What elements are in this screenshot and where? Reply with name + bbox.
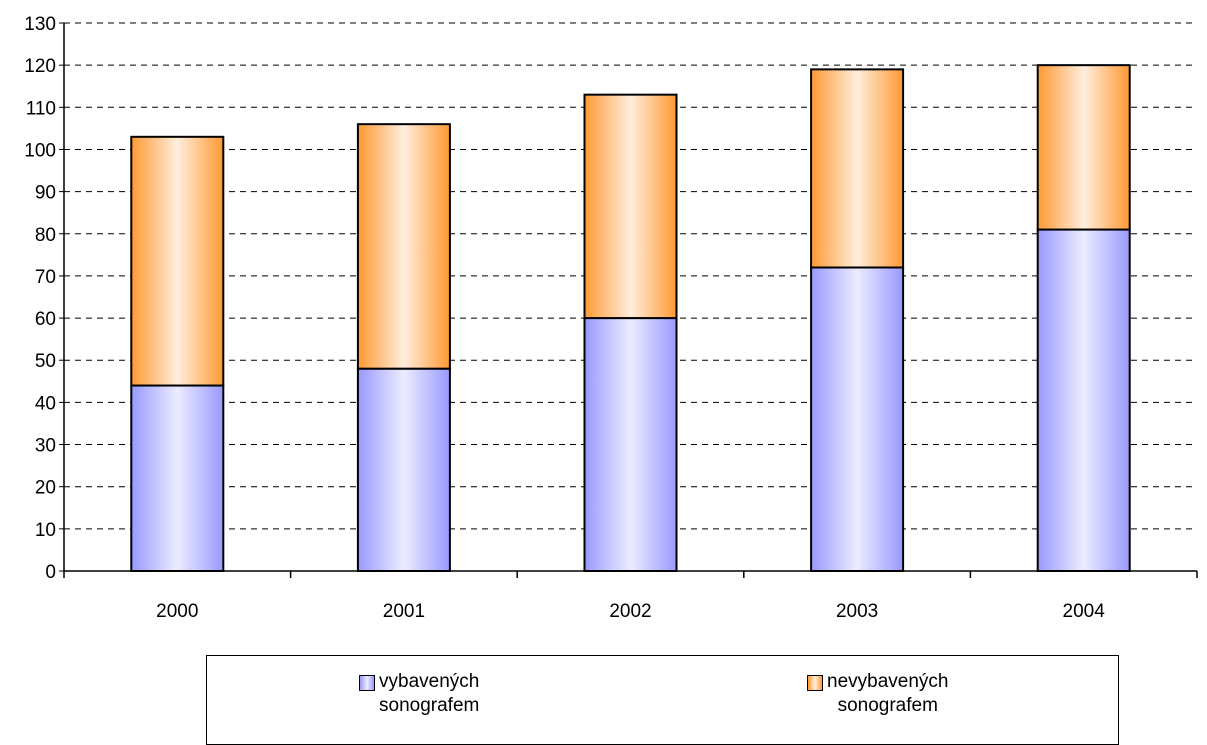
legend-label-equipped: vybavených sonografem: [379, 671, 480, 716]
x-tick-label: 2000: [156, 601, 198, 622]
y-tick-label: 70: [35, 267, 56, 288]
legend-label-unequipped: nevybavených sonografem: [827, 671, 949, 716]
x-tick-label: 2004: [1063, 601, 1106, 622]
bar-unequipped-2003: [810, 68, 905, 269]
stacked-bar-chart: 0 10 20 30 40 50 60 70 80 90 100 110 120 130 2000 2001…: [24, 14, 1198, 622]
bars: [130, 64, 1131, 573]
legend-item-equipped: vybavených sonografem: [359, 670, 479, 718]
y-tick-label: 10: [35, 520, 56, 541]
y-tick-label: 0: [45, 562, 56, 583]
bar-equipped-2002: [583, 317, 678, 573]
bar-equipped-2001: [356, 367, 451, 572]
y-tick-label: 130: [24, 14, 56, 35]
bar-equipped-2004: [1036, 228, 1131, 573]
legend-swatch-equipped: [359, 675, 375, 691]
legend: vybavených sonografem nevybavených sonog…: [206, 655, 1119, 745]
axes: [59, 22, 1198, 578]
y-tick-label: 50: [35, 351, 56, 372]
y-tick-label: 100: [24, 140, 56, 161]
x-tick-label: 2003: [836, 601, 878, 622]
bar-equipped-2000: [130, 384, 225, 572]
bar-equipped-2003: [810, 266, 905, 572]
bar-unequipped-2004: [1036, 64, 1131, 231]
bar-unequipped-2001: [356, 123, 451, 370]
y-tick-label: 90: [35, 183, 56, 204]
y-tick-label: 30: [35, 436, 56, 457]
legend-swatch-unequipped: [807, 675, 823, 691]
y-tick-label: 40: [35, 393, 56, 414]
legend-item-unequipped: nevybavených sonografem: [807, 670, 948, 718]
y-tick-label: 80: [35, 225, 56, 246]
y-tick-label: 60: [35, 309, 56, 330]
y-tick-labels: 0 10 20 30 40 50 60 70 80 90 100 110 120 130: [24, 14, 56, 583]
y-tick-label: 20: [35, 478, 56, 499]
x-tick-labels: 2000 2001 2002 2003 2004: [156, 601, 1105, 622]
bar-unequipped-2002: [583, 93, 678, 320]
x-tick-label: 2002: [609, 601, 651, 622]
y-tick-label: 120: [24, 56, 56, 77]
y-tick-label: 110: [26, 98, 56, 119]
x-tick-label: 2001: [383, 601, 425, 622]
bar-unequipped-2000: [130, 135, 225, 387]
